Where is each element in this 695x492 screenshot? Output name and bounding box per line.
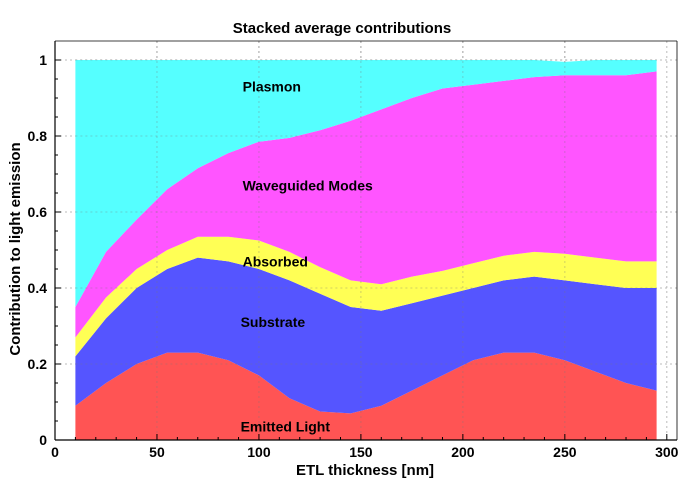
- y-tick-label: 0: [39, 432, 47, 448]
- x-tick-label: 200: [451, 444, 475, 460]
- plot-area: Emitted Light Substrate Absorbed Waveguided…: [28, 40, 679, 460]
- area-emitted-light: [75, 352, 657, 440]
- x-tick-label: 150: [349, 444, 373, 460]
- x-tick-label: 0: [51, 444, 59, 460]
- x-axis-label: ETL thickness [nm]: [296, 462, 434, 479]
- y-tick-label: 0.2: [28, 356, 48, 372]
- x-tick-label: 50: [149, 444, 165, 460]
- area-substrate: [75, 257, 657, 414]
- label-plasmon: Plasmon: [243, 79, 301, 95]
- chart-title: Stacked average contributions: [233, 20, 451, 37]
- x-tick-label: 100: [247, 444, 271, 460]
- x-tick-label: 300: [655, 444, 679, 460]
- y-tick-label: 0.4: [28, 280, 48, 296]
- area-waveguided-modes: [75, 71, 657, 338]
- y-tick-label: 0.6: [28, 204, 48, 220]
- x-tick-label: 250: [553, 444, 577, 460]
- area-absorbed: [75, 236, 657, 357]
- area-plasmon: [75, 60, 657, 307]
- label-substrate: Substrate: [241, 314, 306, 330]
- y-tick-label: 1: [39, 52, 47, 68]
- y-axis-label: Contribution to light emission: [7, 142, 24, 355]
- label-waveguided-modes: Waveguided Modes: [243, 177, 373, 193]
- y-tick-label: 0.8: [28, 128, 48, 144]
- label-emitted-light: Emitted Light: [241, 419, 331, 435]
- label-absorbed: Absorbed: [243, 253, 308, 269]
